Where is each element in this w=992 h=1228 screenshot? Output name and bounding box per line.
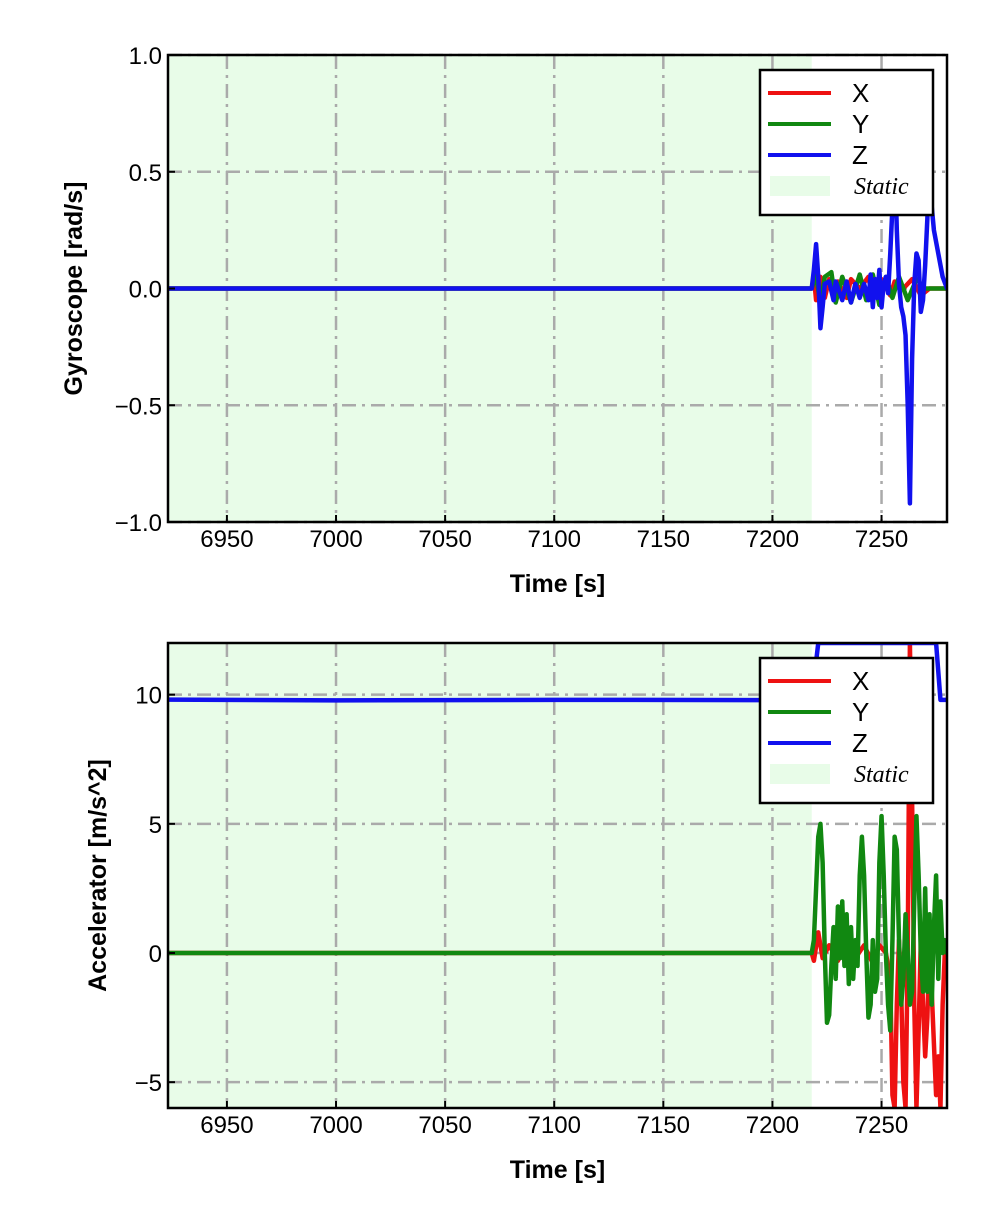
x-tick-label: 7050 xyxy=(418,1112,471,1139)
axes-frame xyxy=(166,641,949,1110)
x-axis-title: Time [s] xyxy=(510,1156,605,1184)
y-axis-title: Accelerator [m/s^2] xyxy=(84,759,112,992)
legend-label-static: Static xyxy=(854,174,909,200)
x-tick-label: 7100 xyxy=(528,1112,581,1139)
y-tick-label: 0.0 xyxy=(129,277,162,304)
static-region xyxy=(168,643,812,1108)
y-tick-label: 5 xyxy=(149,812,162,839)
chart-panel-2: 6950 7000 7050 7100 7150 7200 7250 −5 0 5 10 Time [… xyxy=(84,641,949,1184)
y-tick-label: −5 xyxy=(135,1070,162,1097)
y-tick-label: 0.5 xyxy=(129,160,162,187)
legend-label-z: Z xyxy=(852,140,868,170)
x-tick-label: 7000 xyxy=(309,526,362,553)
x-tick-label: 7250 xyxy=(855,526,908,553)
legend-label-y: Y xyxy=(852,697,869,727)
legend-label-static: Static xyxy=(854,762,909,788)
x-tick-label: 6950 xyxy=(200,1112,253,1139)
legend-label-x: X xyxy=(852,78,869,108)
x-tick-label: 7000 xyxy=(309,1112,362,1139)
chart-panel-1: 6950 7000 7050 7100 7150 7200 7250 −1.0 −0.5 0.0 0… xyxy=(60,43,949,598)
x-tick-label: 7200 xyxy=(746,1112,799,1139)
y-axis-title: Gyroscope [rad/s] xyxy=(60,182,88,396)
legend: XYZ Static xyxy=(758,656,935,805)
y-tick-label: −1.0 xyxy=(115,510,162,537)
x-tick-label: 7050 xyxy=(418,526,471,553)
x-tick-label: 6950 xyxy=(200,526,253,553)
series-group xyxy=(168,146,947,506)
y-tick-label: 1.0 xyxy=(129,43,162,70)
legend-label-z: Z xyxy=(852,728,868,758)
legend-swatch-static xyxy=(770,764,830,784)
legend: XYZ Static xyxy=(758,68,935,217)
y-tick-label: 10 xyxy=(135,683,162,710)
x-tick-label: 7200 xyxy=(746,526,799,553)
series-line-z xyxy=(168,146,947,506)
legend-label-y: Y xyxy=(852,109,869,139)
y-tick-label: −0.5 xyxy=(115,393,162,420)
x-tick-label: 7150 xyxy=(637,526,690,553)
series-line-y xyxy=(168,813,947,1033)
legend-swatch-static xyxy=(770,176,830,196)
x-tick-label: 7100 xyxy=(528,526,581,553)
x-tick-label: 7250 xyxy=(855,1112,908,1139)
legend-label-x: X xyxy=(852,666,869,696)
x-axis-title: Time [s] xyxy=(510,570,605,598)
x-tick-label: 7150 xyxy=(637,1112,690,1139)
y-tick-label: 0 xyxy=(149,941,162,968)
